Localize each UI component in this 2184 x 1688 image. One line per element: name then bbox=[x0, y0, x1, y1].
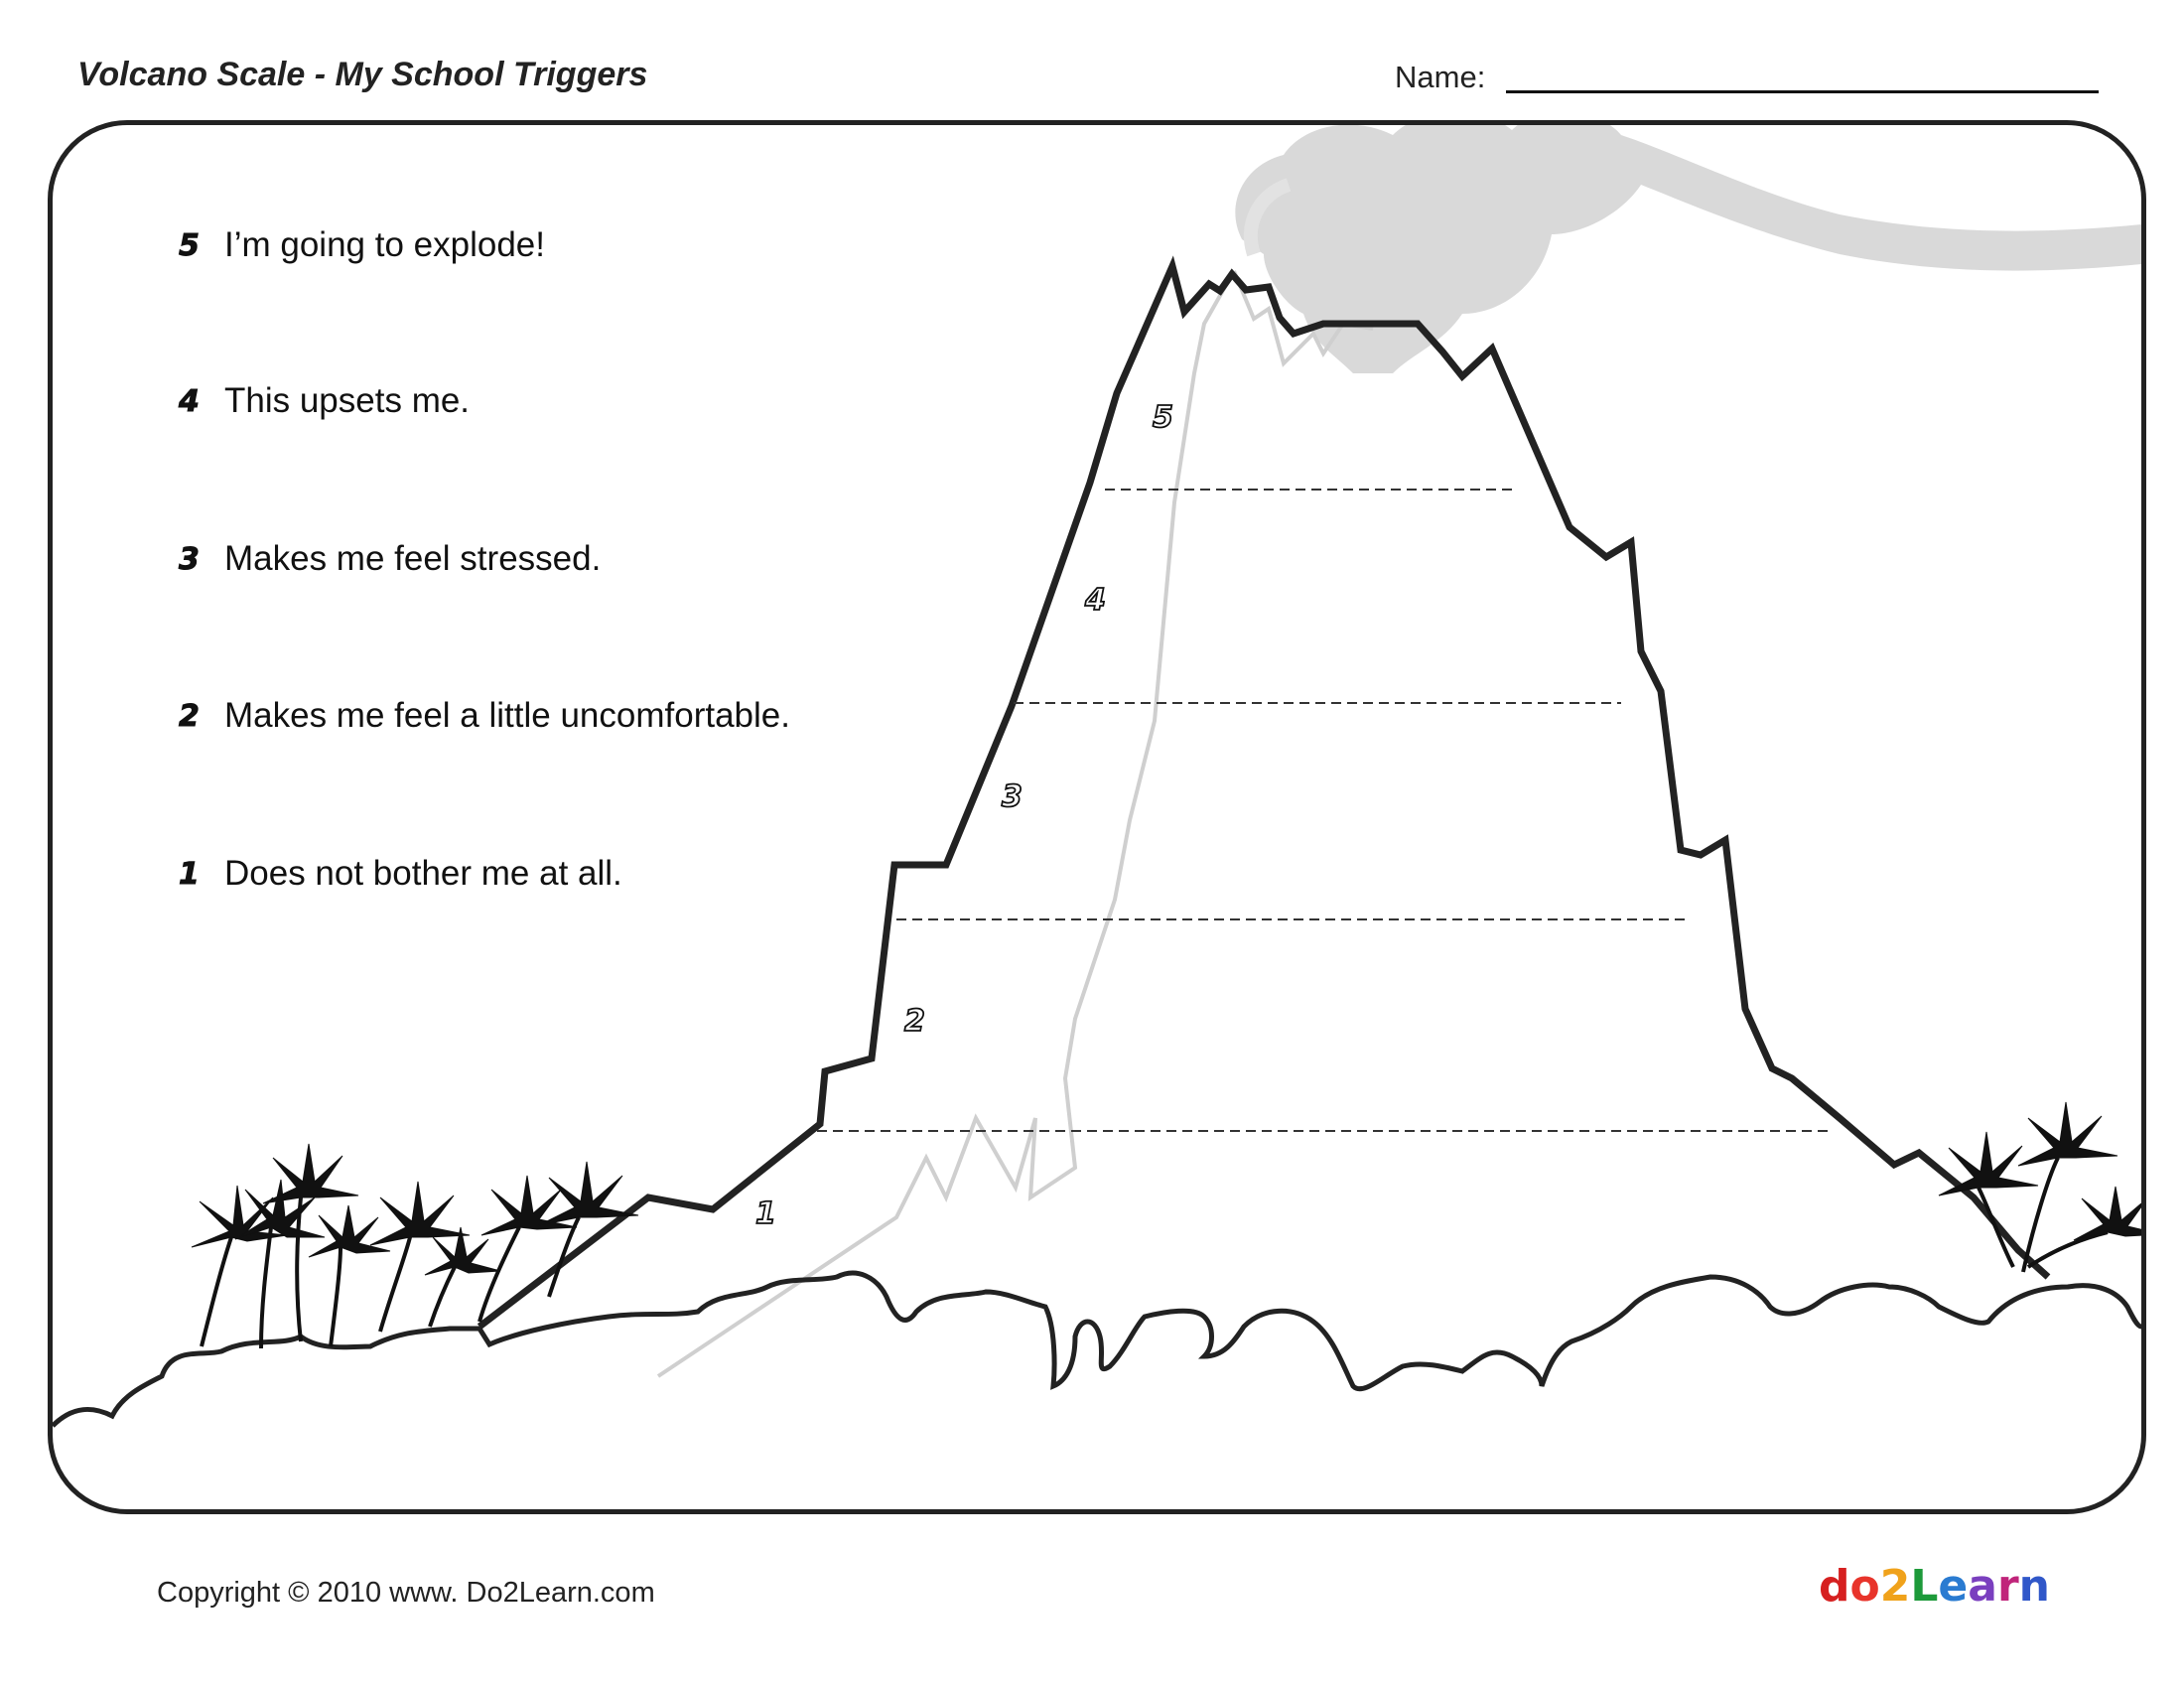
volcano-outline bbox=[477, 255, 2051, 1330]
legend-item-2: 2 Makes me feel a little uncomfortable. bbox=[179, 691, 790, 741]
worksheet-frame: 5 4 3 2 1 bbox=[48, 120, 2146, 1514]
slope-label-5: 5 bbox=[1153, 400, 1173, 435]
logo-letter: a bbox=[1968, 1561, 1997, 1612]
logo-letter: L bbox=[1910, 1561, 1939, 1612]
copyright-notice: Copyright © 2010 www. Do2Learn.com bbox=[157, 1577, 655, 1609]
legend-text: Does not bother me at all. bbox=[224, 854, 622, 893]
legend-number: 2 bbox=[179, 698, 201, 734]
legend-text: Makes me feel a little uncomfortable. bbox=[224, 696, 790, 735]
slope-label-4: 4 bbox=[1084, 583, 1106, 618]
name-field-line[interactable] bbox=[1506, 90, 2099, 93]
logo-letter: d bbox=[1819, 1561, 1850, 1612]
ground-line bbox=[53, 1270, 2141, 1428]
smoke-cloud bbox=[1235, 125, 2141, 373]
logo-letter: 2 bbox=[1879, 1561, 1911, 1612]
legend-number: 3 bbox=[179, 541, 201, 577]
legend-text: Makes me feel stressed. bbox=[224, 539, 602, 578]
logo-letter: e bbox=[1938, 1561, 1969, 1612]
slope-label-1: 1 bbox=[755, 1196, 776, 1231]
legend-number: 1 bbox=[179, 856, 201, 892]
logo-letter: o bbox=[1849, 1561, 1880, 1612]
legend-text: This upsets me. bbox=[224, 381, 471, 420]
slope-label-3: 3 bbox=[1002, 779, 1023, 814]
legend-text: I’m going to explode! bbox=[224, 225, 545, 264]
legend-item-5: 5 I’m going to explode! bbox=[179, 220, 545, 270]
legend-item-3: 3 Makes me feel stressed. bbox=[179, 534, 602, 584]
legend-item-1: 1 Does not bother me at all. bbox=[179, 849, 622, 899]
name-label: Name: bbox=[1395, 60, 1486, 94]
logo-letter: n bbox=[2018, 1561, 2050, 1612]
slope-label-2: 2 bbox=[904, 1004, 925, 1039]
logo-letter: r bbox=[1996, 1561, 2019, 1612]
volcano-illustration: 5 4 3 2 1 bbox=[53, 125, 2141, 1428]
palm-trees-right bbox=[1938, 1101, 2141, 1273]
legend-item-4: 4 This upsets me. bbox=[179, 376, 471, 426]
legend-number: 4 bbox=[179, 383, 201, 419]
legend-number: 5 bbox=[179, 227, 201, 263]
page-title: Volcano Scale - My School Triggers bbox=[77, 56, 648, 93]
palm-trees-left bbox=[191, 1143, 639, 1349]
do2learn-logo[interactable]: do2Learn bbox=[1819, 1561, 2050, 1612]
lava-streak bbox=[656, 270, 1236, 1378]
